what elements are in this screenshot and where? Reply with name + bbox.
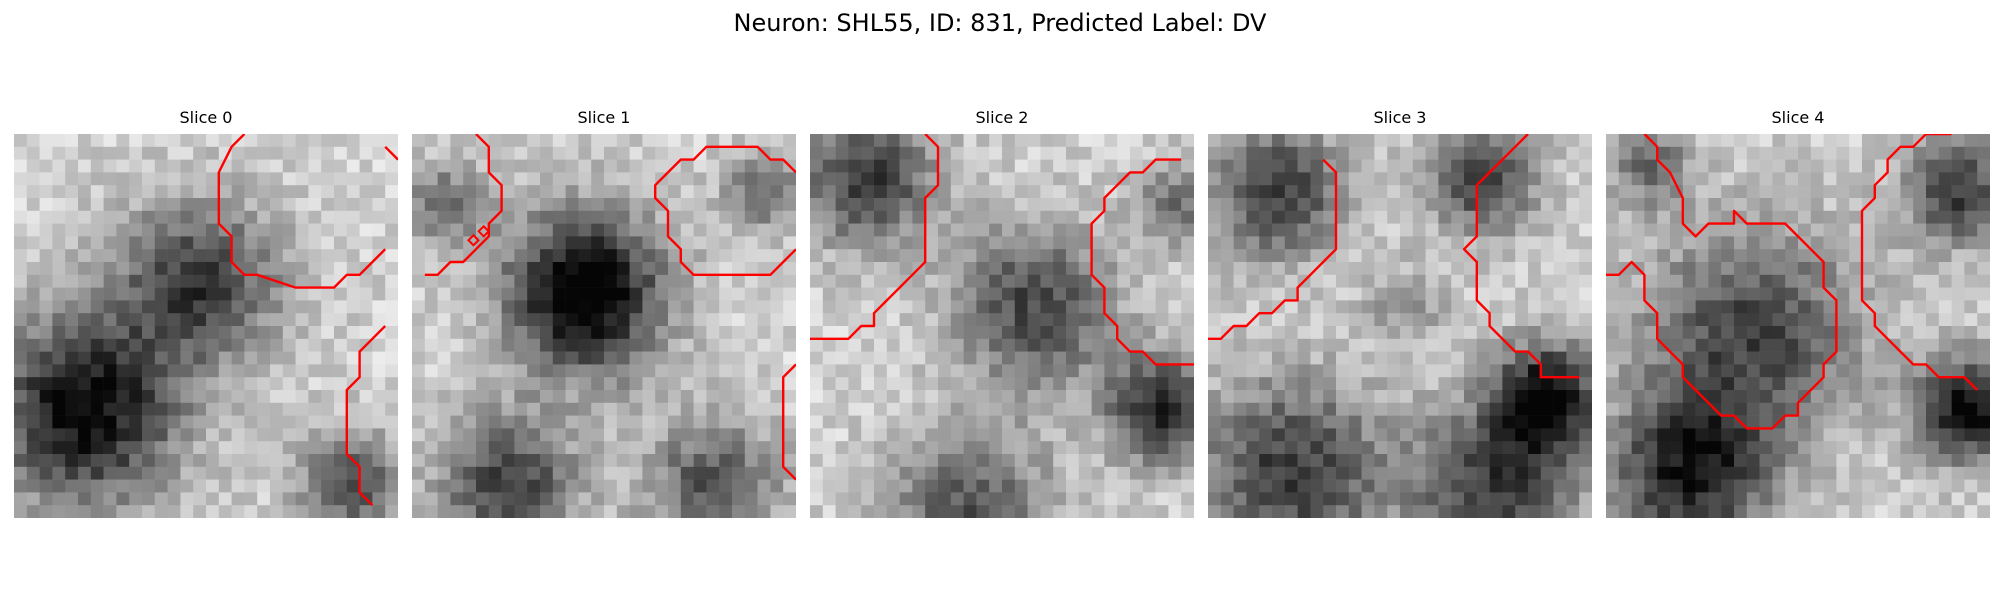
contour-line xyxy=(782,363,796,481)
contour-line xyxy=(1090,158,1194,366)
contour-line xyxy=(217,134,387,289)
figure-title: Neuron: SHL55, ID: 831, Predicted Label:… xyxy=(733,9,1267,37)
contour-line xyxy=(653,171,796,277)
contour-line xyxy=(384,145,398,161)
slice-image xyxy=(1208,134,1592,518)
grayscale-image xyxy=(1208,134,1592,518)
slice-panel-3: Slice 3 xyxy=(1208,108,1592,518)
slice-panel-2: Slice 2 xyxy=(810,108,1194,518)
slice-image xyxy=(412,134,796,518)
slice-image xyxy=(14,134,398,518)
contour-line xyxy=(1208,158,1338,341)
slice-panel-4: Slice 4 xyxy=(1606,108,1990,518)
contour-line xyxy=(810,134,940,341)
slice-panel-0: Slice 0 xyxy=(14,108,398,518)
slice-title: Slice 3 xyxy=(1373,108,1427,127)
slice-title: Slice 0 xyxy=(179,108,233,127)
grayscale-image xyxy=(412,134,796,518)
contour-line xyxy=(667,145,796,174)
contour-diamond xyxy=(467,233,480,247)
grayscale-image xyxy=(810,134,1194,518)
grayscale-image xyxy=(1606,134,1990,518)
slice-title: Slice 4 xyxy=(1771,108,1825,127)
contour-line xyxy=(1860,134,1979,391)
contour-line xyxy=(345,325,387,507)
slice-title: Slice 2 xyxy=(975,108,1029,127)
contour-line xyxy=(1606,134,1838,430)
contour-diamond xyxy=(477,224,491,238)
slice-panel-1: Slice 1 xyxy=(412,108,796,518)
grayscale-image xyxy=(14,134,398,518)
slice-title: Slice 1 xyxy=(577,108,631,127)
slice-image xyxy=(810,134,1194,518)
contour-line xyxy=(1462,134,1580,379)
slice-image xyxy=(1606,134,1990,518)
